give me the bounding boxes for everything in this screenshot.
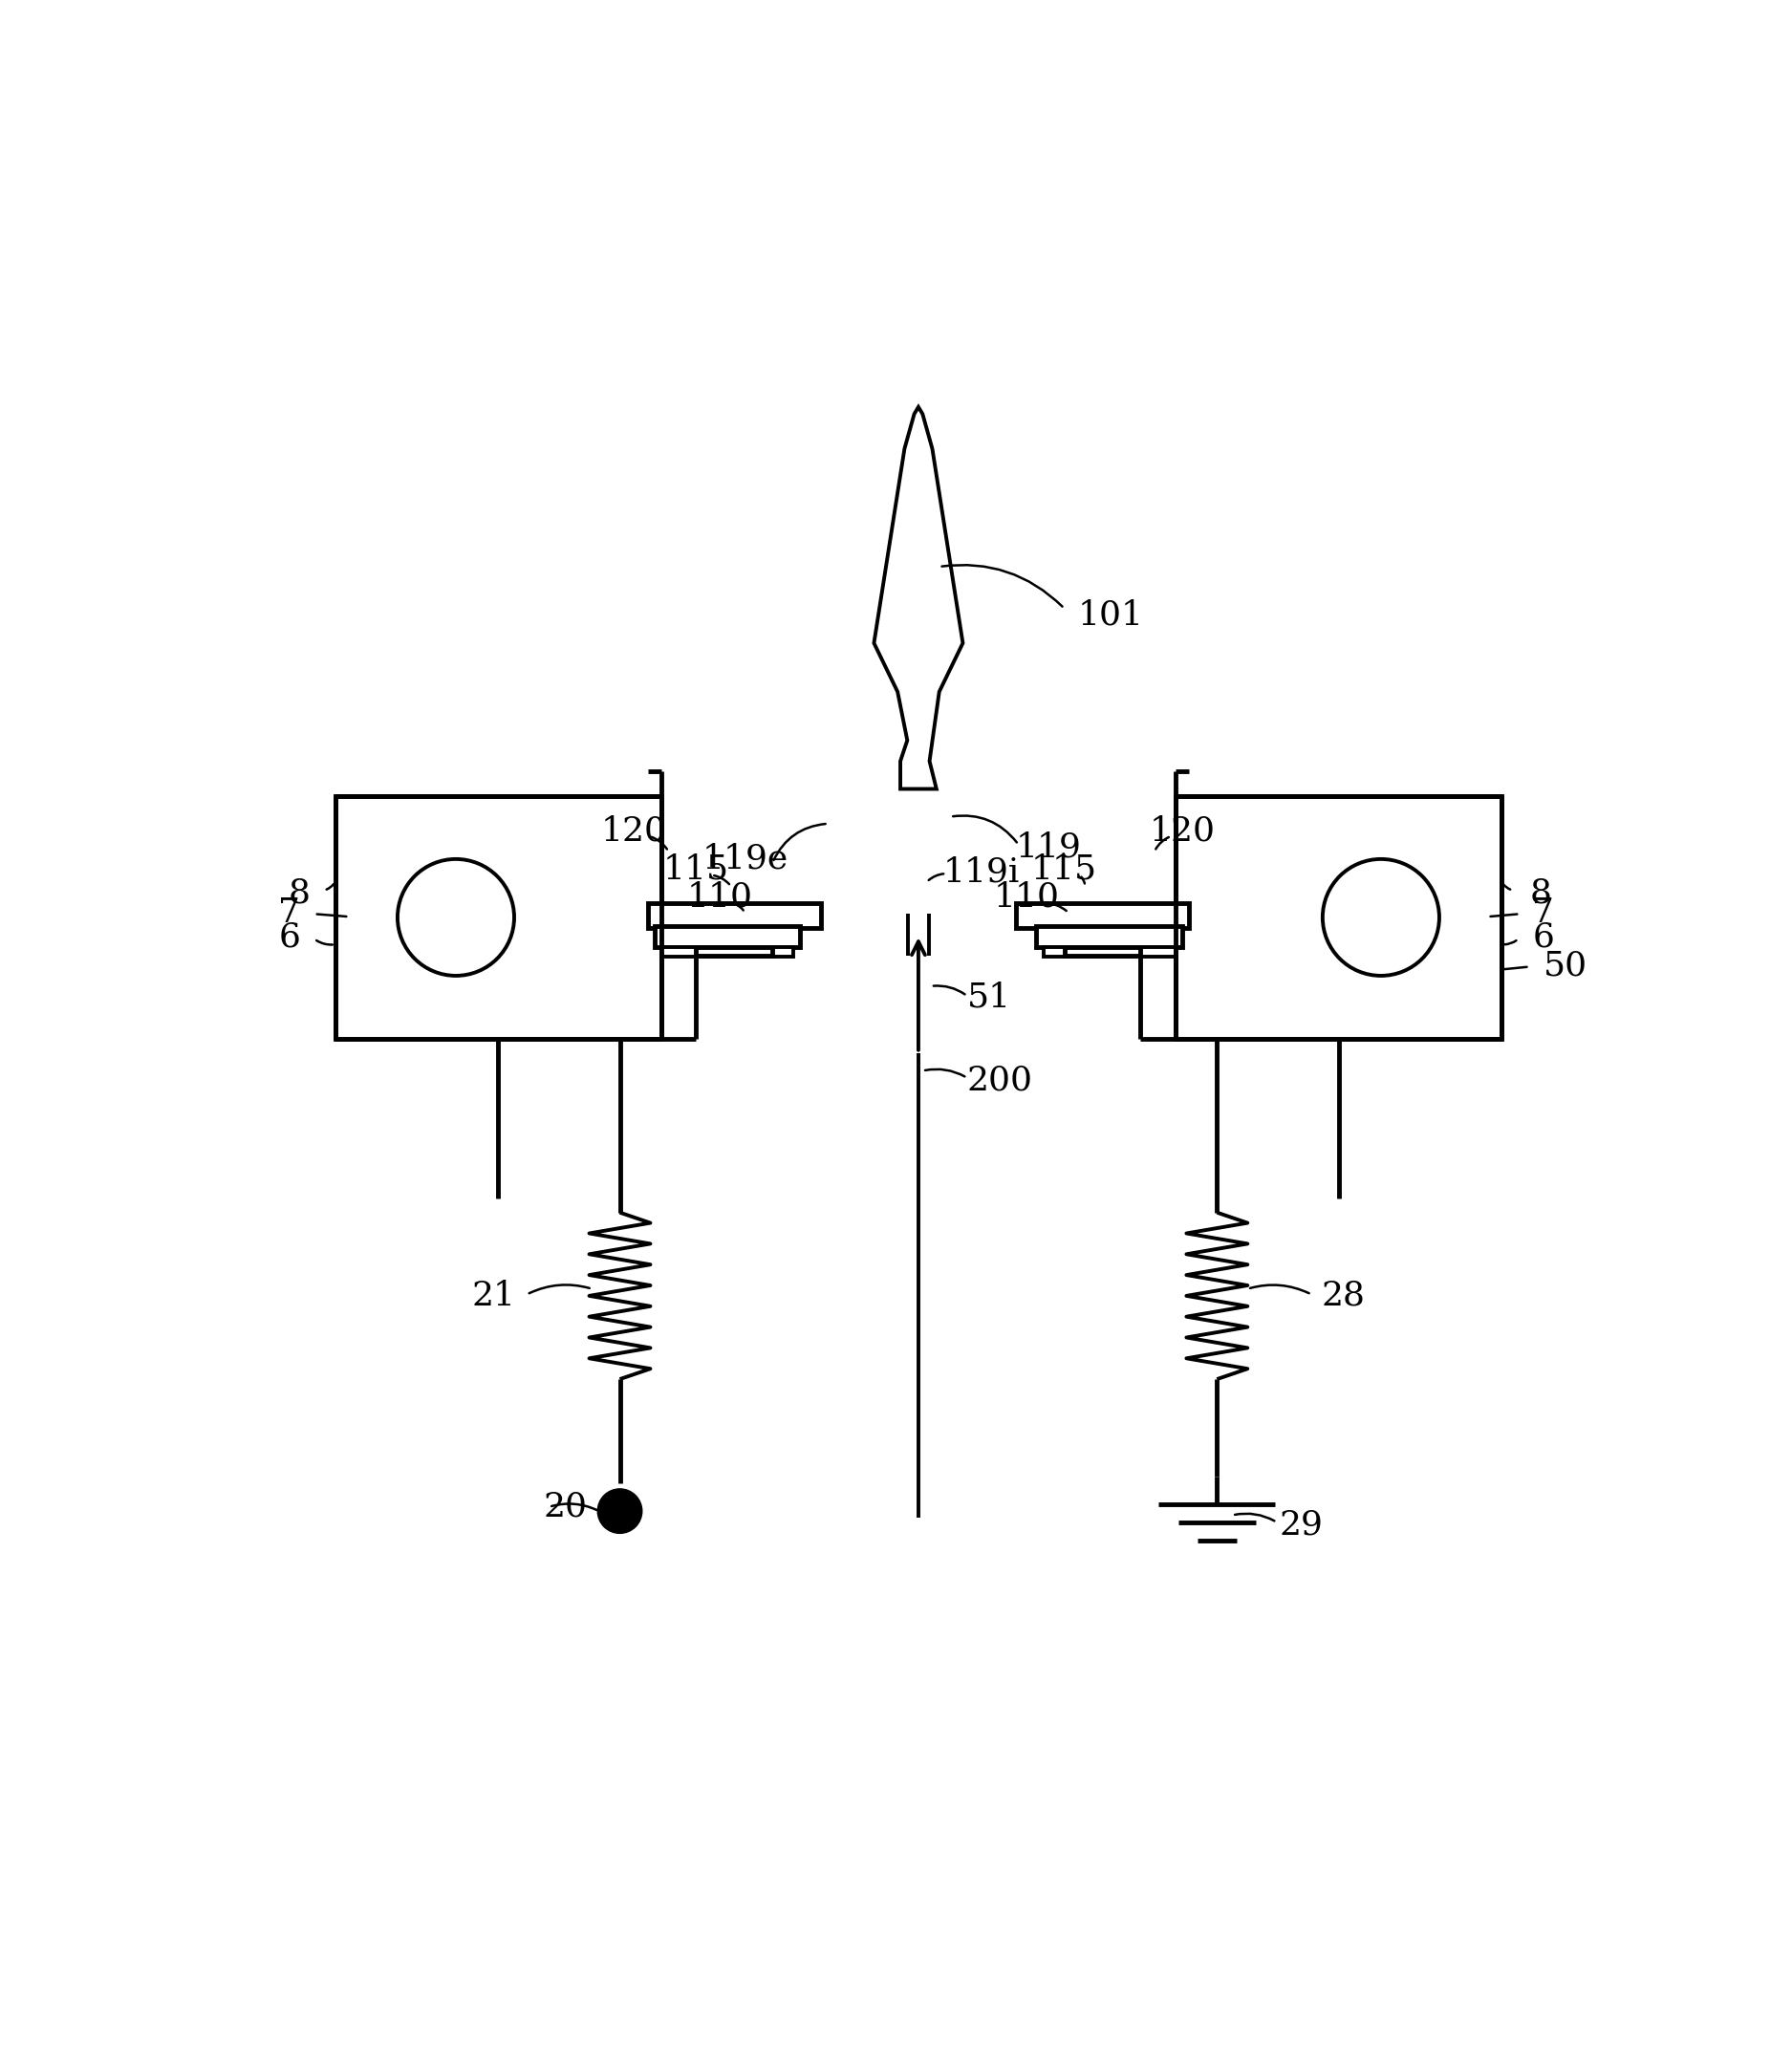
Text: 120: 120 [600, 814, 667, 847]
Bar [1043, 946, 1176, 957]
Text: 101: 101 [1079, 599, 1143, 632]
Bar [1176, 795, 1502, 1040]
Text: 200: 200 [968, 1064, 1032, 1098]
Text: 7: 7 [1532, 897, 1554, 928]
Text: 119i: 119i [943, 855, 1020, 888]
Text: 29: 29 [1279, 1510, 1322, 1541]
Bar [1016, 903, 1190, 928]
Bar [335, 795, 661, 1040]
Text: 115: 115 [1030, 853, 1097, 886]
Text: 110: 110 [686, 880, 753, 913]
Text: 119: 119 [1016, 830, 1081, 864]
Text: 120: 120 [1149, 814, 1215, 847]
Bar [647, 903, 821, 928]
Bar [1036, 926, 1183, 946]
Text: 6: 6 [1532, 922, 1554, 955]
Polygon shape [874, 408, 962, 789]
Text: 50: 50 [1543, 949, 1588, 982]
Text: 110: 110 [995, 880, 1059, 913]
Text: 8: 8 [1530, 876, 1552, 909]
Bar [1064, 946, 1142, 955]
Text: 8: 8 [289, 876, 310, 909]
Text: 7: 7 [278, 897, 301, 928]
Text: 6: 6 [278, 922, 301, 955]
Text: 20: 20 [543, 1491, 588, 1522]
Text: 28: 28 [1321, 1280, 1366, 1313]
Text: 51: 51 [968, 982, 1011, 1013]
Text: 119e: 119e [702, 843, 788, 874]
Circle shape [597, 1489, 642, 1533]
Bar [695, 946, 772, 955]
Bar [661, 946, 794, 957]
Text: 115: 115 [663, 853, 729, 886]
Bar [654, 926, 801, 946]
Text: 21: 21 [471, 1280, 516, 1313]
